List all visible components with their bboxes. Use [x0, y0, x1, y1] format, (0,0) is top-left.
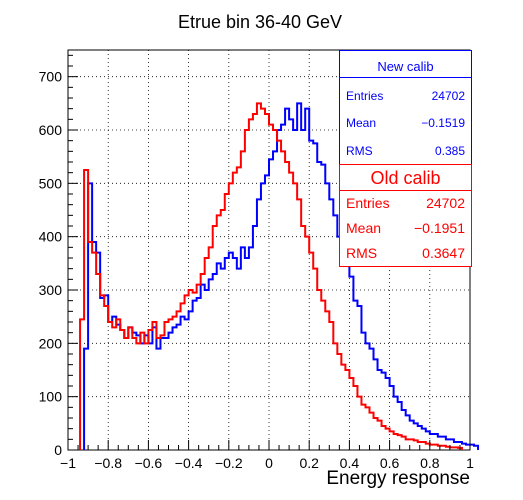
stats-box-new-calib: New calib Entries 24702 Mean −0.1519 RMS…	[339, 50, 472, 165]
y-tick-label: 200	[39, 335, 63, 351]
y-tick-label: 300	[39, 282, 63, 298]
chart-title: Etrue bin 36-40 GeV	[178, 12, 342, 32]
x-axis-title: Energy response	[326, 468, 470, 489]
stats-value: 24702	[431, 89, 465, 103]
x-tick-label: −0.2	[215, 455, 243, 471]
stats-value: 0.3647	[422, 245, 465, 261]
axes: −1 −0.8 −0.6 −0.4 −0.2 0 0.2 0.4 0.6 0.8 1 0 100 200 3…	[39, 54, 474, 471]
x-tick-label: 0.2	[299, 455, 319, 471]
stats-label: RMS	[346, 245, 378, 261]
x-tick-label: −1	[60, 455, 76, 471]
y-tick-label: 400	[39, 229, 63, 245]
stats-label: Entries	[346, 195, 390, 211]
y-tick-label: 0	[54, 442, 62, 458]
stats-label: Entries	[346, 89, 384, 103]
series-old-calib	[79, 102, 463, 450]
y-tick-label: 100	[39, 389, 63, 405]
x-tick-label: −0.6	[135, 455, 163, 471]
x-tick-label: 0.4	[340, 455, 360, 471]
stats-title-old-calib: Old calib	[370, 168, 441, 188]
stats-value: −0.1951	[414, 220, 465, 236]
x-tick-label: 0.6	[380, 455, 400, 471]
x-tick-label: −0.4	[175, 455, 203, 471]
stats-title-new-calib: New calib	[377, 59, 434, 74]
x-tick-label: 1	[466, 455, 474, 471]
x-tick-label: 0	[265, 455, 273, 471]
stats-label: Mean	[346, 116, 377, 130]
y-tick-label: 500	[39, 175, 63, 191]
stats-box-old-calib: Old calib Entries 24702 Mean −0.1951 RMS…	[339, 164, 472, 267]
x-tick-label: −0.8	[94, 455, 122, 471]
stats-value: 24702	[426, 195, 465, 211]
stats-label: RMS	[346, 144, 373, 158]
stats-value: −0.1519	[421, 116, 465, 130]
stats-value: 0.385	[434, 144, 465, 158]
stats-label: Mean	[346, 220, 382, 236]
y-tick-label: 600	[39, 122, 63, 138]
series-layer	[79, 102, 480, 450]
y-tick-label: 700	[39, 69, 63, 85]
x-tick-label: 0.8	[420, 455, 440, 471]
